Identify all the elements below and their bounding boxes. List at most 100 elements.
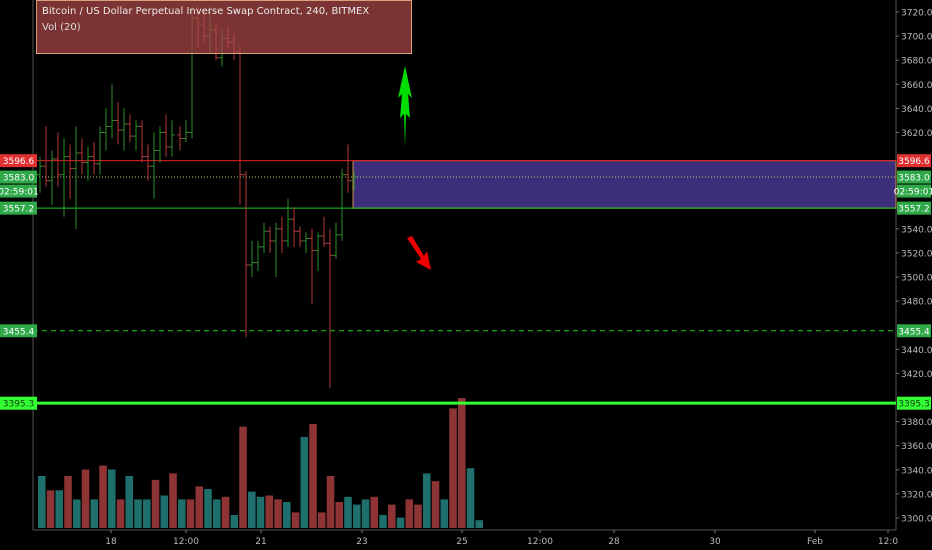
volume-bar (431, 481, 440, 528)
y-tick-label: 3500.0 (901, 274, 932, 284)
candles (37, 5, 357, 388)
volume-bar (143, 499, 151, 528)
right-price-label-bg (897, 324, 931, 338)
volume-bar (344, 496, 352, 528)
x-tick-label: 25 (456, 537, 467, 547)
right-price-label-bg (897, 396, 931, 410)
right-price-label-bg (897, 184, 931, 198)
x-tick-label: 21 (255, 537, 266, 547)
left-price-label-bg (0, 201, 37, 215)
volume-bar (99, 465, 107, 528)
legend-panel (36, 0, 412, 54)
arrow-up-icon (398, 66, 412, 148)
volume-bar (169, 473, 177, 528)
volume-indicator-label[interactable]: Vol (20) (42, 22, 81, 33)
y-tick-label: 3320.0 (901, 490, 932, 500)
y-tick-label: 3680.0 (901, 57, 932, 67)
volume-bar (309, 424, 317, 528)
y-tick-label: 3360.0 (901, 442, 932, 452)
y-tick-label: 3340.0 (901, 466, 932, 476)
supply-zone-box (352, 160, 897, 209)
y-tick-label: 3700.0 (901, 33, 932, 43)
volume-bar (326, 476, 335, 528)
volume-bar (256, 496, 265, 528)
right-price-label-bg (897, 201, 931, 215)
left-price-label-bg (0, 154, 37, 168)
volume-bar (379, 515, 387, 528)
x-tick-label: 23 (356, 537, 367, 547)
axes: 3720.0 3700.0 3680.0 3660.0 3640.0 3620.0 3540… (105, 9, 932, 548)
supply-zone-layer (352, 160, 897, 209)
volume-bar (423, 473, 431, 528)
arrows (398, 66, 431, 270)
level-lines (33, 160, 896, 405)
y-tick-label: 3480.0 (901, 298, 932, 308)
volume-bar (116, 499, 125, 528)
volume-bar (248, 491, 256, 528)
grid (32, 0, 897, 531)
volume-bar (318, 512, 326, 528)
y-tick-label: 3540.0 (901, 225, 932, 235)
volume-bar (283, 502, 291, 528)
right-price-label-bg (897, 154, 931, 168)
volume-bar (239, 426, 247, 528)
y-tick-label: 3440.0 (901, 346, 932, 356)
volume-bar (405, 499, 414, 528)
volume-bar (449, 408, 457, 528)
y-tick-label: 3660.0 (901, 81, 932, 91)
volume-bar (458, 398, 466, 528)
left-price-label: 3557.2 (3, 205, 35, 215)
x-tick-label: Feb (807, 537, 823, 547)
x-tick-label: 28 (608, 537, 620, 547)
volume-bar (274, 499, 282, 528)
right-price-label: 3583.0 (898, 174, 930, 184)
y-tick-label: 3520.0 (901, 249, 932, 259)
volume-bar (151, 479, 160, 528)
volume-bar (396, 517, 405, 528)
chart-title: Bitcoin / US Dollar Perpetual Inverse Sw… (42, 6, 370, 17)
volume-bar (353, 504, 361, 528)
volume-bar (370, 496, 379, 528)
volume-bar (81, 469, 90, 528)
x-tick-label: 12:0 (878, 537, 898, 547)
volume-bar (186, 499, 195, 528)
volume-bar (134, 499, 142, 528)
right-price-label: 02:59:01 (894, 188, 932, 198)
left-price-label: 3596.6 (3, 157, 35, 167)
right-price-label: 3557.2 (898, 205, 930, 215)
right-price-label: 3596.6 (898, 157, 930, 167)
volume-bar (414, 504, 422, 528)
volume-bar (160, 495, 169, 528)
left-price-label-bg (0, 324, 37, 338)
x-tick-label: 18 (105, 537, 117, 547)
volume-bar (361, 499, 370, 528)
volume-bar (90, 499, 99, 528)
volume-bar (73, 499, 81, 528)
arrow-down-icon (407, 236, 431, 270)
left-price-label-bg (0, 170, 37, 184)
left-price-label: 3395.3 (3, 400, 35, 410)
right-price-label: 3395.3 (898, 400, 930, 410)
volume-bar (46, 490, 55, 528)
price-labels: 3596.6 3596.6 3583.0 3583.0 02:59:01 02:59:01… (0, 154, 932, 410)
y-tick-label: 3720.0 (901, 9, 932, 19)
x-tick-label: 12:00 (173, 537, 199, 547)
right-price-label-bg (897, 170, 931, 184)
volume-bar (440, 499, 449, 528)
volume-bar (230, 515, 239, 528)
volume-bar (291, 512, 300, 528)
volume-bar (300, 437, 309, 528)
right-price-label: 3455.4 (898, 327, 930, 337)
left-price-label: 3455.4 (3, 327, 35, 337)
volume-bar (213, 499, 221, 528)
volume-bar (204, 489, 212, 528)
volume-bar (64, 476, 72, 528)
volume-bar (221, 496, 230, 528)
volume-bar (108, 469, 116, 528)
left-price-label: 02:59:01 (0, 188, 39, 198)
volume-bar (38, 476, 46, 528)
volume-bar (55, 490, 64, 528)
volume-bar (178, 499, 186, 528)
y-tick-label: 3620.0 (901, 129, 932, 139)
